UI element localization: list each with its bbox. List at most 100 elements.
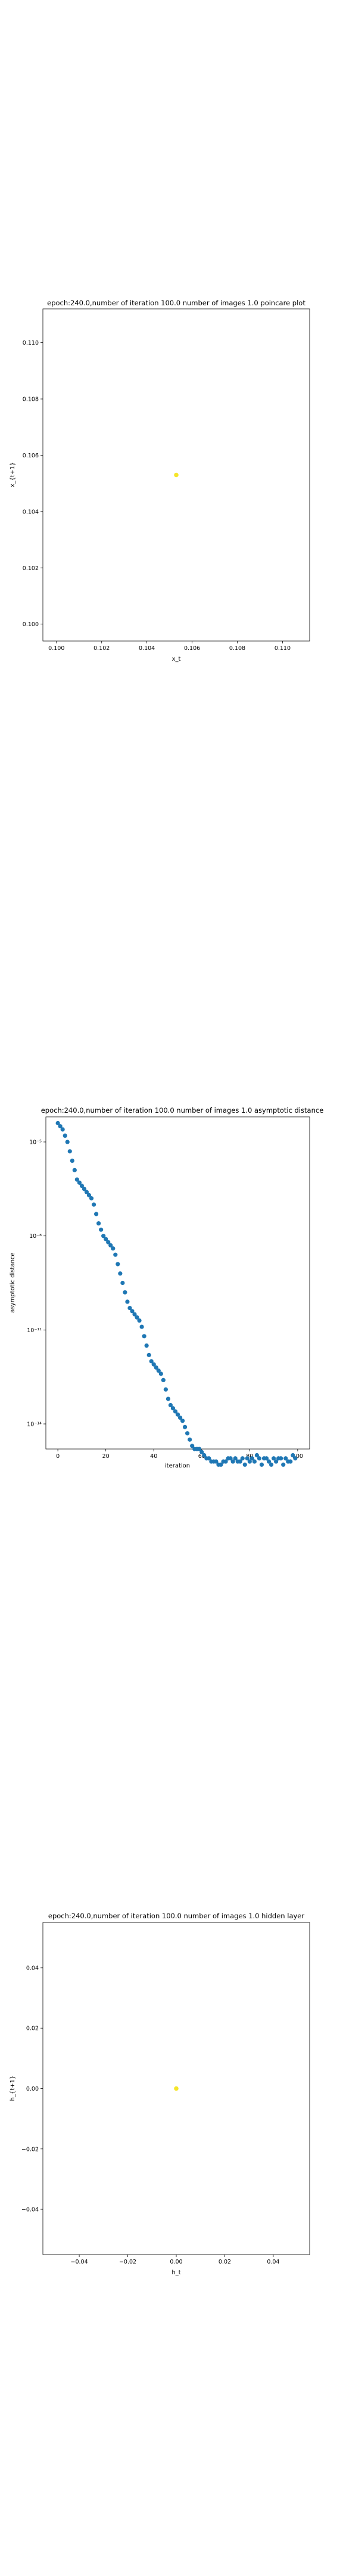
chart-asymptotic-title: epoch:240.0,number of iteration 100.0 nu… [41, 1106, 324, 1114]
data-point [149, 1359, 154, 1364]
chart-hidden-ylabel: h_{t+1} [10, 2076, 16, 2101]
y-tick-label: 0.04 [26, 1965, 39, 1971]
data-point [174, 472, 179, 478]
data-point [274, 1459, 279, 1464]
data-point [202, 1453, 207, 1458]
data-point [175, 1412, 180, 1417]
data-point [214, 1459, 219, 1464]
y-tick-label: 0.104 [23, 509, 39, 515]
x-tick-label: 100 [292, 1453, 303, 1460]
y-tick-label: 0.108 [23, 397, 39, 403]
data-point [60, 1127, 65, 1132]
data-point [91, 1202, 96, 1207]
x-tick-label: 0 [56, 1453, 60, 1460]
data-point [89, 1196, 94, 1201]
x-tick-label: −0.02 [119, 2259, 136, 2265]
y-tick-label: 10⁻⁸ [29, 1233, 42, 1240]
data-point [281, 1462, 286, 1467]
chart-hidden-points [174, 2086, 179, 2091]
chart-poincare-xlabel: x_t [172, 656, 181, 662]
data-point [82, 1187, 87, 1191]
data-point [120, 1280, 125, 1286]
x-tick-label: −0.04 [71, 2259, 88, 2265]
data-point [158, 1371, 163, 1376]
data-point [182, 1425, 188, 1429]
data-point [79, 1184, 85, 1188]
data-point [177, 1415, 183, 1420]
chart-poincare: epoch:240.0,number of iteration 100.0 nu… [10, 299, 310, 662]
chart-poincare-x-ticks: 0.100 0.102 0.104 0.106 0.108 0.110 [48, 641, 291, 652]
data-point [72, 1168, 77, 1172]
chart-poincare-plot-area [42, 308, 310, 642]
x-tick-label: 0.110 [275, 645, 291, 652]
data-point [264, 1456, 269, 1461]
data-point [99, 1227, 104, 1232]
data-point [233, 1456, 238, 1461]
y-tick-label: 10⁻¹¹ [27, 1327, 42, 1334]
x-tick-label: 0.102 [93, 645, 110, 652]
x-tick-label: 60 [198, 1453, 205, 1460]
data-point [245, 1456, 250, 1461]
data-point [86, 1193, 92, 1197]
data-point [135, 1315, 139, 1320]
data-point [116, 1262, 120, 1267]
chart-asymptotic-points [55, 1120, 298, 1467]
y-tick-label: −0.02 [21, 2146, 39, 2153]
data-point [96, 1221, 101, 1226]
chart-hidden-y-ticks: −0.04 −0.02 0.00 0.02 0.04 [21, 1965, 43, 2213]
chart-poincare-points [174, 472, 179, 478]
data-point [132, 1312, 137, 1317]
chart-asymptotic-ylabel: asymptotic distance [10, 1252, 16, 1312]
y-tick-label: −0.04 [21, 2207, 39, 2213]
data-point [166, 1397, 170, 1401]
x-tick-label: 0.04 [267, 2259, 279, 2265]
x-tick-label: 0.106 [184, 645, 200, 652]
chart-poincare-title: epoch:240.0,number of iteration 100.0 nu… [47, 299, 305, 307]
data-point [113, 1252, 118, 1257]
data-point [125, 1299, 130, 1304]
data-point [190, 1444, 195, 1448]
x-tick-label: 0.02 [219, 2259, 231, 2265]
data-point [70, 1158, 74, 1163]
data-point [146, 1352, 151, 1357]
y-tick-label: 0.110 [23, 340, 39, 346]
data-point [252, 1459, 257, 1464]
data-point [247, 1459, 252, 1464]
data-point [180, 1419, 185, 1423]
data-point [74, 1177, 79, 1182]
data-point [63, 1133, 67, 1138]
data-point [84, 1190, 89, 1194]
data-point [170, 1406, 176, 1411]
x-tick-label: 0.104 [139, 645, 155, 652]
data-point [127, 1305, 132, 1311]
data-point [188, 1437, 192, 1442]
y-tick-label: 0.02 [26, 2026, 39, 2032]
data-point [130, 1309, 135, 1314]
data-point [174, 2086, 179, 2091]
y-tick-label: 0.00 [26, 2086, 39, 2092]
data-point [55, 1120, 60, 1126]
data-point [118, 1271, 123, 1276]
data-point [108, 1243, 113, 1248]
data-point [168, 1402, 173, 1408]
data-point [257, 1456, 262, 1461]
data-point [93, 1212, 99, 1216]
x-tick-label: 20 [102, 1453, 110, 1460]
chart-hidden-layer: epoch:240.0,number of iteration 100.0 nu… [10, 1912, 310, 2276]
chart-asymptotic: epoch:240.0,number of iteration 100.0 nu… [10, 1106, 323, 1469]
data-point [104, 1237, 108, 1241]
data-point [154, 1365, 158, 1370]
chart-asymptotic-xlabel: iteration [165, 1463, 190, 1469]
chart-asymptotic-x-ticks: 0 20 40 60 80 100 [56, 1449, 303, 1460]
data-point [156, 1368, 161, 1373]
data-point [293, 1456, 298, 1461]
data-point [279, 1456, 283, 1461]
chart-asymptotic-y-ticks: 10⁻⁵ 10⁻⁸ 10⁻¹¹ 10⁻¹⁴ [27, 1140, 46, 1428]
data-point [123, 1290, 127, 1295]
data-point [240, 1456, 245, 1461]
data-point [111, 1246, 116, 1251]
y-tick-label: 10⁻¹⁴ [27, 1421, 42, 1428]
data-point [106, 1240, 111, 1244]
data-point [144, 1343, 149, 1348]
